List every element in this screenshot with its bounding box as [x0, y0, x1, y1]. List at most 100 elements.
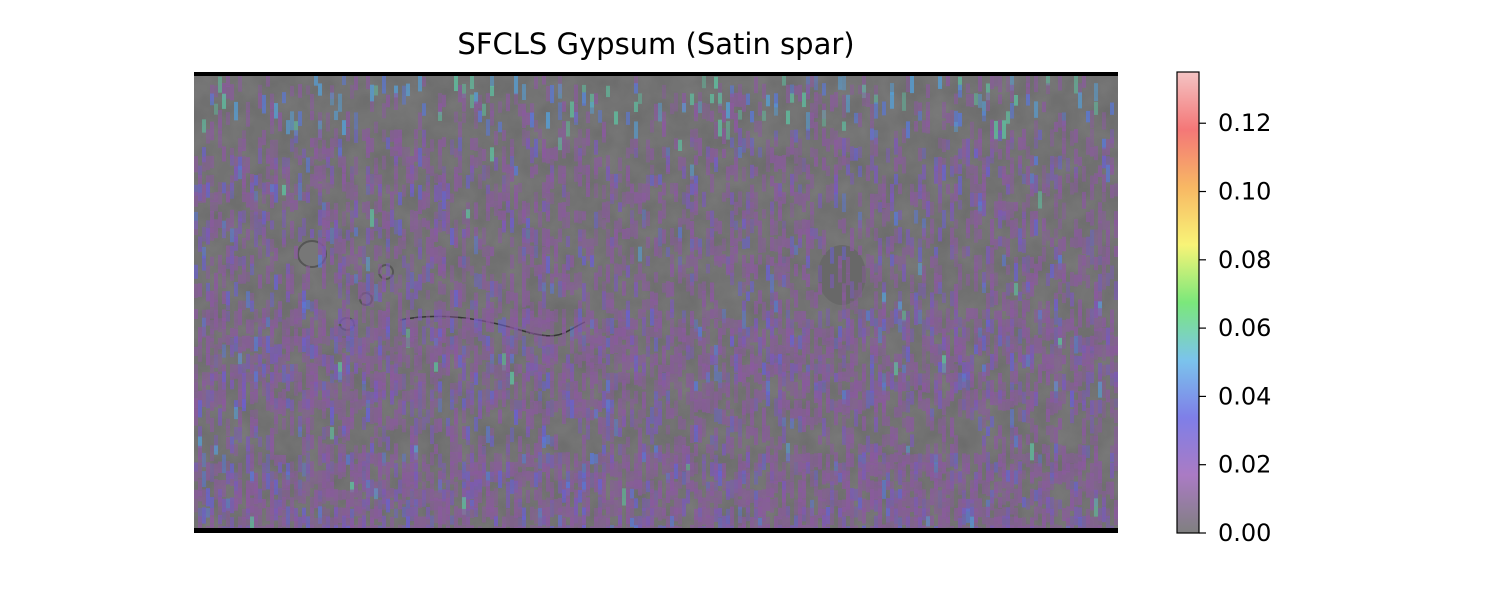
- overlay-cell: [322, 354, 326, 367]
- overlay-cell: [1094, 229, 1098, 246]
- overlay-cell: [410, 173, 414, 193]
- overlay-cell: [954, 463, 958, 480]
- overlay-cell: [802, 380, 806, 399]
- overlay-cell: [346, 490, 350, 507]
- overlay-cell: [602, 219, 606, 230]
- overlay-cell: [630, 317, 634, 330]
- overlay-cell: [270, 391, 274, 405]
- overlay-cell: [378, 309, 382, 320]
- overlay-cell: [850, 227, 854, 240]
- overlay-cell: [1082, 337, 1086, 351]
- overlay-cell: [442, 301, 446, 319]
- overlay-cell: [602, 480, 606, 491]
- overlay-cell: [850, 434, 854, 449]
- overlay-cell: [1046, 310, 1050, 324]
- overlay-cell: [1022, 326, 1026, 339]
- overlay-cell: [438, 103, 442, 116]
- overlay-cell: [410, 471, 414, 485]
- overlay-cell: [870, 272, 874, 283]
- overlay-cell: [974, 400, 978, 411]
- overlay-cell: [218, 119, 222, 134]
- overlay-cell: [378, 461, 382, 478]
- overlay-cell: [810, 103, 814, 120]
- overlay-cell: [310, 317, 314, 336]
- overlay-cell: [590, 238, 594, 250]
- overlay-cell: [758, 463, 762, 477]
- overlay-cell: [634, 390, 638, 404]
- overlay-cell: [450, 490, 454, 506]
- overlay-cell: [506, 354, 510, 373]
- overlay-cell: [222, 399, 226, 412]
- overlay-cell: [774, 130, 778, 141]
- overlay-cell: [234, 443, 238, 457]
- overlay-cell: [1050, 344, 1054, 359]
- overlay-cell: [706, 310, 710, 327]
- overlay-cell: [738, 515, 742, 530]
- overlay-cell: [402, 337, 406, 348]
- overlay-cell: [342, 389, 346, 401]
- overlay-cell: [1094, 445, 1098, 460]
- overlay-cell: [910, 353, 914, 371]
- overlay-cell: [682, 444, 686, 455]
- overlay-cell: [618, 157, 622, 172]
- overlay-cell: [458, 355, 462, 368]
- overlay-cell: [590, 453, 594, 465]
- overlay-cell: [270, 507, 274, 521]
- overlay-cell: [750, 345, 754, 358]
- overlay-cell: [534, 525, 538, 530]
- overlay-cell: [618, 443, 622, 456]
- overlay-cell: [558, 480, 562, 494]
- overlay-cell: [710, 282, 714, 301]
- overlay-cell: [782, 256, 786, 267]
- overlay-cell: [638, 183, 642, 202]
- overlay-cell: [214, 479, 218, 491]
- overlay-cell: [814, 101, 818, 119]
- overlay-cell: [802, 92, 806, 108]
- overlay-cell: [818, 497, 822, 516]
- overlay-cell: [714, 391, 718, 410]
- overlay-cell: [994, 345, 998, 362]
- overlay-cell: [238, 218, 242, 234]
- overlay-cell: [810, 290, 814, 308]
- overlay-cell: [982, 371, 986, 382]
- overlay-cell: [234, 310, 238, 328]
- overlay-cell: [962, 470, 966, 485]
- overlay-cell: [402, 146, 406, 166]
- overlay-cell: [346, 364, 350, 375]
- overlay-cell: [218, 211, 222, 228]
- overlay-cell: [982, 398, 986, 416]
- overlay-cell: [538, 452, 542, 469]
- overlay-cell: [906, 416, 910, 433]
- overlay-cell: [942, 157, 946, 168]
- overlay-cell: [474, 345, 478, 364]
- overlay-cell: [826, 427, 830, 446]
- overlay-cell: [602, 281, 606, 300]
- overlay-cell: [262, 380, 266, 397]
- overlay-cell: [382, 75, 386, 94]
- overlay-cell: [938, 372, 942, 384]
- overlay-cell: [558, 102, 562, 121]
- overlay-cell: [310, 138, 314, 148]
- overlay-cell: [602, 363, 606, 379]
- overlay-cell: [858, 309, 862, 328]
- overlay-cell: [982, 435, 986, 447]
- overlay-cell: [642, 452, 646, 463]
- overlay-cell: [654, 237, 658, 257]
- overlay-cell: [418, 112, 422, 131]
- overlay-cell: [670, 335, 674, 347]
- overlay-cell: [766, 264, 770, 281]
- overlay-cell: [714, 435, 718, 451]
- overlay-cell: [742, 470, 746, 485]
- overlay-cell: [582, 165, 586, 175]
- overlay-cell: [878, 202, 882, 213]
- overlay-cell: [198, 192, 202, 204]
- overlay-cell: [882, 452, 886, 465]
- overlay-cell: [482, 344, 486, 360]
- overlay-cell: [318, 183, 322, 196]
- overlay-cell: [1058, 155, 1062, 170]
- overlay-cell: [1090, 129, 1094, 147]
- overlay-cell: [918, 517, 922, 530]
- overlay-cell: [1090, 209, 1094, 226]
- overlay-cell: [1002, 463, 1006, 478]
- overlay-cell: [342, 416, 346, 431]
